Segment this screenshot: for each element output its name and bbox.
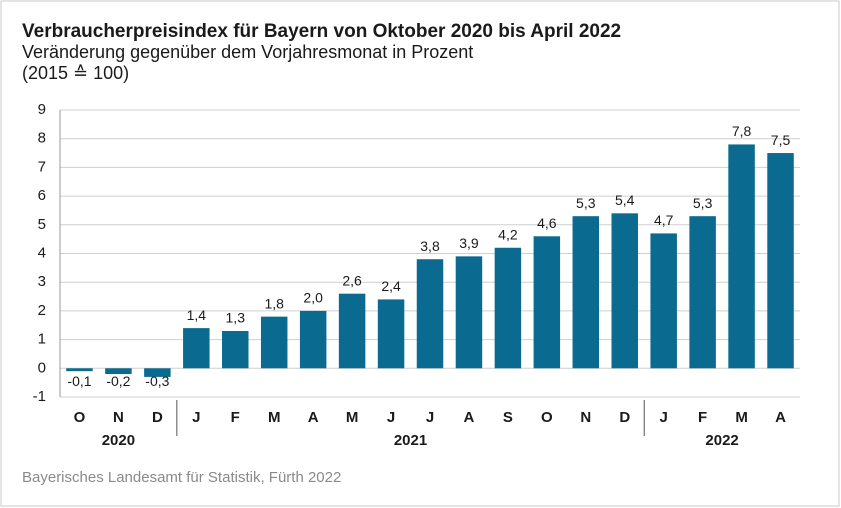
- x-tick-label: J: [387, 409, 395, 426]
- bar: [728, 144, 755, 369]
- x-tick-label: N: [580, 409, 591, 426]
- value-label: 2,6: [342, 272, 362, 288]
- value-label: 4,2: [498, 226, 518, 242]
- source: Bayerisches Landesamt für Statistik, Für…: [22, 469, 341, 486]
- y-tick-label: 2: [38, 302, 46, 319]
- x-tick-label: A: [464, 409, 475, 426]
- value-label: 2,4: [381, 278, 401, 294]
- y-tick-label: 5: [38, 216, 46, 233]
- value-label: 5,3: [693, 195, 713, 211]
- y-tick-label: 8: [38, 130, 46, 147]
- x-tick-label: A: [775, 409, 786, 426]
- value-label: 3,8: [420, 238, 440, 254]
- x-tick-label: J: [426, 409, 434, 426]
- value-label: 3,9: [459, 235, 479, 251]
- x-tick-label: F: [231, 409, 240, 426]
- x-tick-label: D: [152, 409, 163, 426]
- bar: [650, 233, 677, 369]
- bar: [455, 256, 483, 369]
- y-tick-label: 7: [38, 158, 46, 175]
- bar: [66, 368, 93, 372]
- x-tick-label: M: [268, 409, 281, 426]
- x-tick-label: O: [541, 409, 553, 426]
- bar: [416, 259, 444, 369]
- value-label: 7,5: [771, 132, 791, 148]
- chart-subtitle: Veränderung gegenüber dem Vorjahresmonat…: [22, 42, 473, 62]
- y-tick-label: 3: [38, 273, 46, 290]
- bar: [494, 247, 522, 369]
- value-label: -0,2: [106, 373, 130, 389]
- x-tick-label: J: [192, 409, 200, 426]
- x-tick-label: J: [660, 409, 668, 426]
- value-label: 4,7: [654, 212, 674, 228]
- y-tick-label: 1: [38, 331, 46, 348]
- value-label: 1,3: [226, 310, 246, 326]
- year-label: 2022: [705, 432, 738, 449]
- value-label: 5,3: [576, 195, 596, 211]
- x-tick-label: A: [308, 409, 319, 426]
- bar: [572, 216, 600, 369]
- chart-title: Verbraucherpreisindex für Bayern von Okt…: [22, 21, 621, 42]
- bar: [222, 330, 249, 369]
- chart-note: (2015 ≙ 100): [22, 63, 129, 83]
- bar: [338, 293, 366, 369]
- bar: [105, 368, 132, 375]
- x-tick-label: O: [74, 409, 86, 426]
- x-tick-label: N: [113, 409, 124, 426]
- value-label: 5,4: [615, 192, 635, 208]
- y-tick-label: 4: [38, 244, 46, 261]
- bar: [183, 328, 210, 369]
- value-label: -0,1: [67, 373, 91, 389]
- bar: [533, 236, 561, 369]
- bar: [377, 299, 405, 369]
- x-tick-label: S: [503, 409, 513, 426]
- bar: [611, 213, 638, 369]
- value-label: 2,0: [303, 290, 323, 306]
- x-tick-label: D: [619, 409, 630, 426]
- value-label: 1,4: [187, 307, 207, 323]
- value-label: 7,8: [732, 123, 752, 139]
- year-label: 2021: [394, 432, 427, 449]
- bar: [689, 216, 716, 369]
- bar: [299, 310, 327, 369]
- value-label: 4,6: [537, 215, 557, 231]
- bar: [144, 368, 171, 377]
- bar: [767, 153, 794, 369]
- y-tick-label: 0: [38, 359, 46, 376]
- y-tick-label: 9: [38, 101, 46, 118]
- value-label: 1,8: [264, 295, 284, 311]
- x-tick-label: F: [698, 409, 707, 426]
- x-tick-label: M: [346, 409, 359, 426]
- y-tick-label: 6: [38, 187, 46, 204]
- year-label: 2020: [102, 432, 135, 449]
- y-tick-label: -1: [33, 388, 46, 405]
- x-tick-label: M: [735, 409, 748, 426]
- value-label: -0,3: [145, 373, 169, 389]
- bar: [260, 316, 288, 369]
